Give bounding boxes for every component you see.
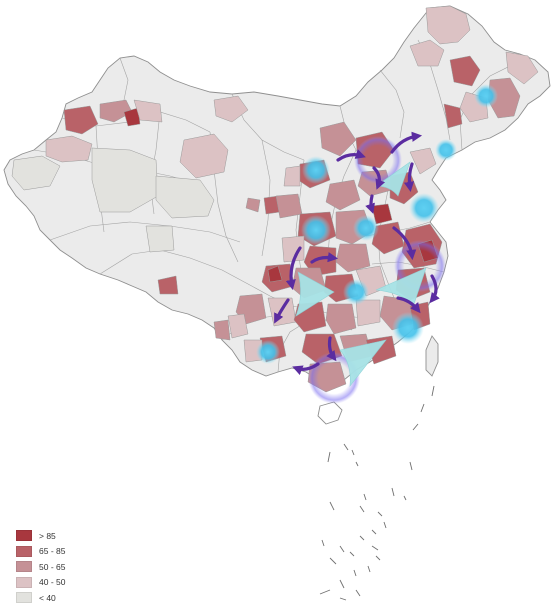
legend-label: 65 - 85 [39,546,66,557]
glowing-circle-icon [353,215,379,241]
glowing-circle-icon [343,279,369,305]
curved-arrow-icon [396,296,421,314]
glowing-circle-icon [256,340,280,364]
legend-swatch [16,530,32,542]
halo-guangdong [308,352,360,404]
halo-beijing [354,136,402,184]
curved-arrow-icon [403,162,415,193]
curved-arrow-icon [372,166,386,190]
legend-item: 50 - 65 [16,559,65,575]
curved-arrow-icon [310,252,339,264]
curved-arrow-icon [429,274,440,304]
legend-swatch [16,561,32,573]
hubs [256,84,498,364]
hainan-island [317,401,343,425]
legend-label: < 40 [39,592,56,603]
legend-swatch [16,576,32,588]
fan-triangle-icon [339,339,387,387]
glowing-circle-icon [301,215,331,245]
legend-label: 50 - 65 [39,561,66,572]
glowing-circle-icon [435,139,457,161]
glowing-circle-icon [392,312,424,344]
legend-item: < 40 [16,590,65,606]
legend-label: > 85 [39,530,56,541]
legend-swatch [16,592,32,604]
legend: > 85 65 - 85 50 - 65 40 - 50 < 40 [16,528,65,606]
legend-swatch [16,545,32,557]
fan-triangle-icon [295,271,335,317]
curved-arrow-icon [390,131,423,154]
curved-arrow-icon [326,336,337,362]
south-china-sea-islands [319,385,435,601]
curved-arrow-icon [292,362,320,376]
legend-item: > 85 [16,528,65,544]
legend-label: 40 - 50 [39,577,66,588]
legend-item: 40 - 50 [16,575,65,591]
flow-arrows [274,131,440,376]
curved-arrow-icon [365,194,375,214]
taiwan-island [425,335,439,377]
glowing-circle-icon [474,84,498,108]
glowing-circle-icon [302,156,330,184]
curved-arrow-icon [336,149,366,162]
curved-arrow-icon [274,298,290,324]
curved-arrow-icon [392,226,417,261]
curved-arrow-icon [285,246,302,291]
legend-item: 65 - 85 [16,544,65,560]
glowing-circle-icon [409,193,439,223]
